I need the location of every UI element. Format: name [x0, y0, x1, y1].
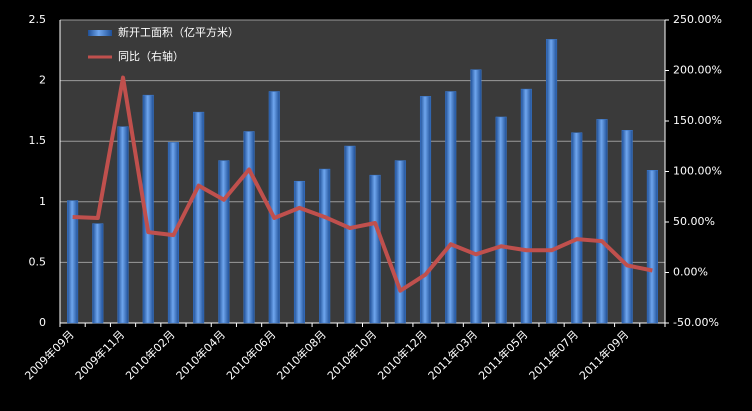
bar	[92, 223, 104, 324]
bar	[470, 69, 482, 324]
bar	[571, 132, 583, 324]
y2-tick-label: -50.00%	[673, 316, 719, 329]
x-tick-label: 2011年07月	[526, 327, 581, 382]
x-tick-label: 2011年09月	[576, 327, 631, 382]
bar	[546, 39, 558, 324]
legend-swatch	[88, 30, 112, 36]
legend-label: 新开工面积（亿平方米）	[118, 25, 239, 39]
y-tick-label: 0	[39, 316, 46, 329]
y2-tick-label: 250.00%	[673, 13, 722, 26]
bar	[344, 145, 356, 324]
y-tick-label: 2.5	[29, 13, 47, 26]
bar	[445, 91, 457, 324]
x-tick-label: 2010年06月	[223, 327, 278, 382]
bar	[293, 180, 306, 324]
x-tick-label: 2009年09月	[22, 327, 77, 382]
y2-tick-label: 150.00%	[673, 114, 722, 127]
bar	[419, 96, 432, 324]
bar	[495, 116, 507, 324]
line	[72, 75, 653, 293]
bar	[621, 130, 633, 324]
y-tick-label: 1.5	[29, 134, 47, 147]
bar	[117, 126, 129, 324]
bar	[369, 174, 381, 324]
x-tick-label: 2010年04月	[173, 327, 228, 382]
plot-area	[60, 20, 665, 323]
x-tick-label: 2010年10月	[324, 327, 379, 382]
x-tick-label: 2011年05月	[475, 327, 530, 382]
bar	[67, 200, 79, 324]
bar	[596, 119, 608, 324]
y-tick-label: 2	[39, 74, 46, 87]
x-tick-label: 2010年12月	[375, 327, 430, 382]
bar	[319, 168, 331, 324]
x-tick-label: 2010年02月	[123, 327, 178, 382]
x-tick-label: 2009年11月	[72, 327, 127, 382]
bar	[520, 88, 532, 324]
x-tick-label: 2010年08月	[274, 327, 329, 382]
y-tick-label: 1	[39, 195, 46, 208]
x-tick-label: 2011年03月	[425, 327, 480, 382]
bar	[243, 131, 255, 324]
y2-tick-label: 0.00%	[673, 266, 708, 279]
y2-tick-label: 100.00%	[673, 165, 722, 178]
bar	[218, 160, 230, 324]
y2-tick-label: 200.00%	[673, 64, 722, 77]
y-tick-label: 0.5	[29, 255, 47, 268]
bar	[394, 160, 406, 324]
bar	[193, 111, 205, 324]
y2-tick-label: 50.00%	[673, 215, 715, 228]
bar	[646, 170, 658, 324]
legend-label: 同比（右轴）	[118, 49, 184, 63]
